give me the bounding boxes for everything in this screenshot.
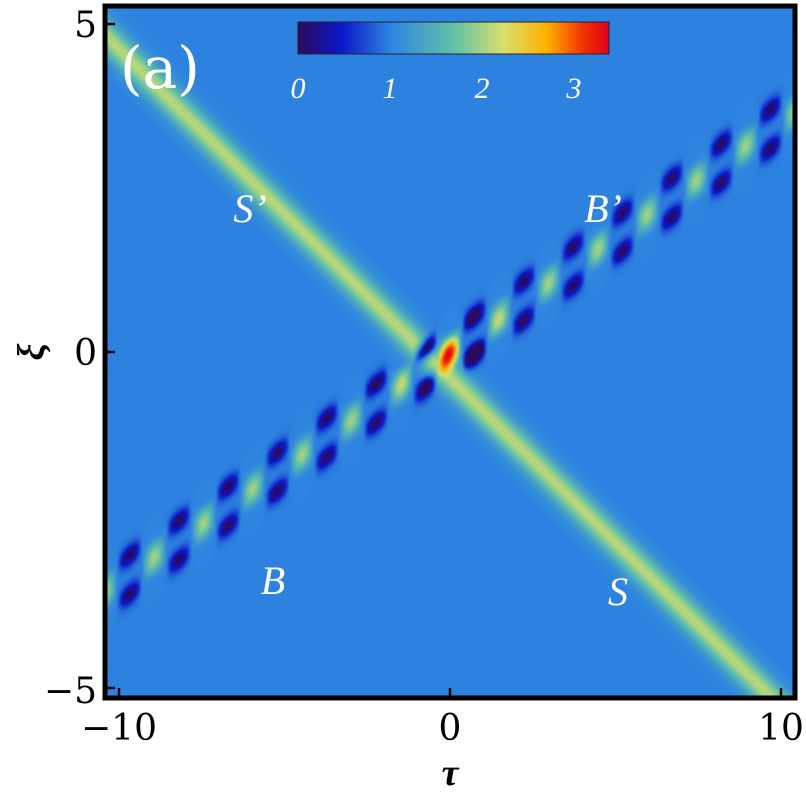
annotation-b-prime: B’	[584, 186, 622, 231]
tick-marks	[105, 22, 783, 698]
annotation-b: B	[261, 558, 285, 603]
x-axis-label: τ	[442, 752, 460, 794]
annotation-s: S	[608, 569, 628, 614]
y-tick-label: −5	[44, 671, 97, 712]
heatmap-image	[105, 6, 795, 698]
y-tick-label: 0	[74, 333, 97, 374]
y-axis-label: ξ	[11, 343, 53, 360]
colorbar-tick-label: 3	[566, 72, 582, 105]
x-tick-label: −10	[81, 708, 157, 749]
colorbar-tick-label: 0	[291, 72, 306, 105]
y-tick-label: 5	[74, 5, 97, 46]
x-tick-label: 0	[439, 708, 462, 749]
panel-label: (a)	[120, 34, 200, 102]
colorbar	[297, 21, 610, 55]
colorbar-tick-label: 1	[383, 72, 398, 105]
x-tick-label: 10	[758, 708, 804, 749]
colorbar-tick-label: 2	[475, 72, 490, 105]
annotation-s-prime: S’	[233, 186, 266, 231]
